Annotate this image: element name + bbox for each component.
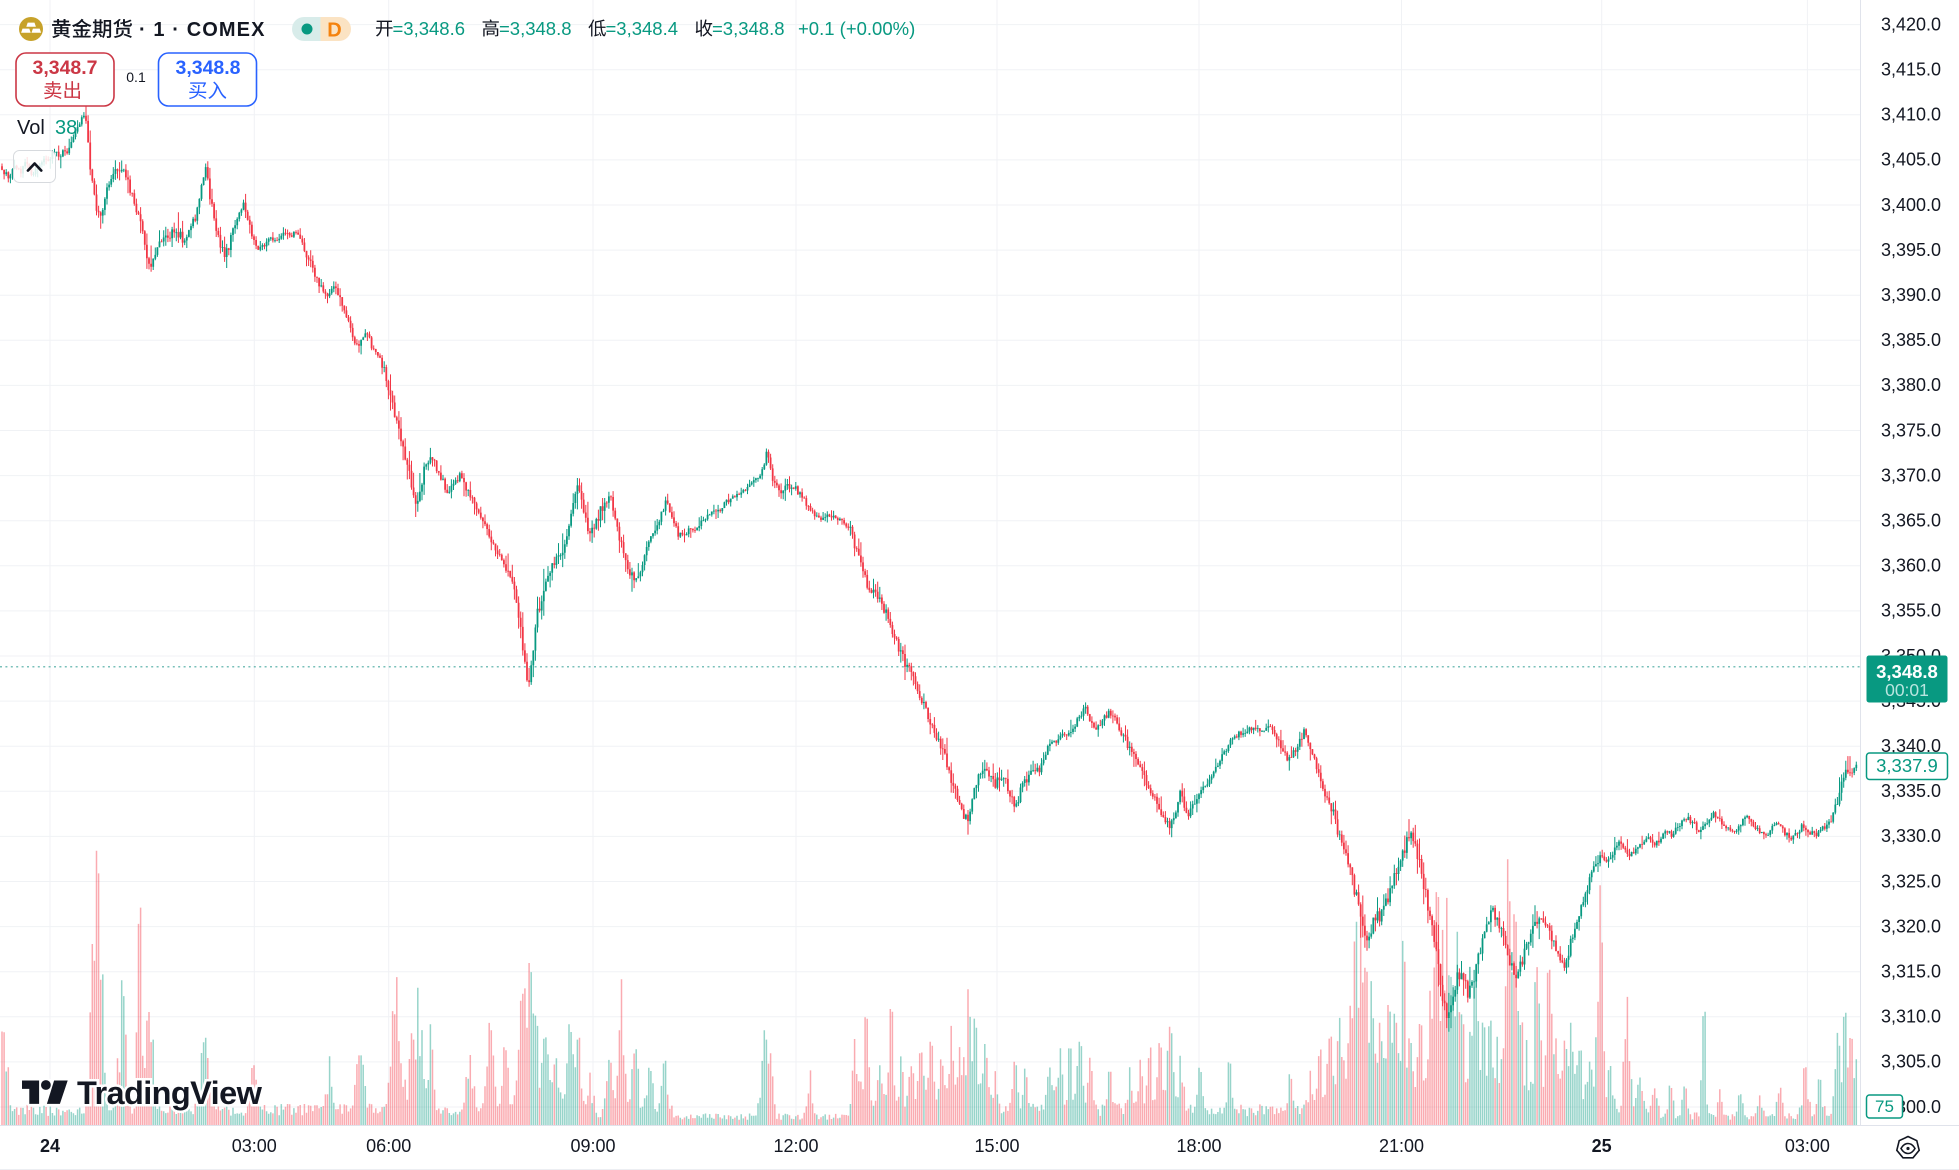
svg-text:· 1 · COMEX: · 1 · COMEX [139, 19, 266, 41]
svg-text:09:00: 09:00 [570, 1136, 615, 1156]
svg-text:3,360.0: 3,360.0 [1881, 556, 1941, 576]
svg-text:15:00: 15:00 [974, 1136, 1019, 1156]
svg-text:12:00: 12:00 [773, 1136, 818, 1156]
svg-text:25: 25 [1592, 1136, 1612, 1156]
svg-text:3,320.0: 3,320.0 [1881, 916, 1941, 936]
svg-text:3,330.0: 3,330.0 [1881, 826, 1941, 846]
svg-text:38: 38 [55, 117, 77, 139]
svg-text:3,348.8: 3,348.8 [175, 57, 240, 79]
svg-text:3,348.8: 3,348.8 [1876, 661, 1938, 682]
svg-text:3,305.0: 3,305.0 [1881, 1052, 1941, 1072]
svg-text:+0.1 (+0.00%): +0.1 (+0.00%) [798, 18, 915, 39]
svg-text:3,355.0: 3,355.0 [1881, 601, 1941, 621]
svg-text:21:00: 21:00 [1379, 1136, 1424, 1156]
svg-text:3,365.0: 3,365.0 [1881, 510, 1941, 530]
svg-text:3,380.0: 3,380.0 [1881, 375, 1941, 395]
svg-text:3,415.0: 3,415.0 [1881, 59, 1941, 79]
svg-text:3,405.0: 3,405.0 [1881, 150, 1941, 170]
svg-text:3,348.7: 3,348.7 [32, 57, 97, 79]
svg-text:3,337.9: 3,337.9 [1876, 755, 1938, 776]
svg-text:3,370.0: 3,370.0 [1881, 465, 1941, 485]
svg-text:00:01: 00:01 [1885, 680, 1929, 700]
svg-text:03:00: 03:00 [1785, 1136, 1830, 1156]
svg-text:3,375.0: 3,375.0 [1881, 420, 1941, 440]
svg-text:3,390.0: 3,390.0 [1881, 285, 1941, 305]
svg-text:3,325.0: 3,325.0 [1881, 871, 1941, 891]
svg-text:3,395.0: 3,395.0 [1881, 240, 1941, 260]
svg-text:75: 75 [1875, 1097, 1894, 1116]
svg-text:TradingView: TradingView [77, 1075, 263, 1111]
svg-text:3,400.0: 3,400.0 [1881, 195, 1941, 215]
svg-text:Vol: Vol [17, 117, 45, 139]
svg-text:3,340.0: 3,340.0 [1881, 736, 1941, 756]
svg-text:=3,348.6: =3,348.6 [393, 18, 466, 39]
svg-text:3,310.0: 3,310.0 [1881, 1007, 1941, 1027]
svg-text:TradingView: TradingView [77, 1075, 263, 1111]
svg-text:0.1: 0.1 [126, 69, 146, 85]
svg-text:=3,348.4: =3,348.4 [606, 18, 679, 39]
svg-text:3,385.0: 3,385.0 [1881, 330, 1941, 350]
svg-text:3,420.0: 3,420.0 [1881, 14, 1941, 34]
svg-text:=3,348.8: =3,348.8 [712, 18, 785, 39]
svg-text:06:00: 06:00 [366, 1136, 411, 1156]
svg-text:3,335.0: 3,335.0 [1881, 781, 1941, 801]
svg-text:3,315.0: 3,315.0 [1881, 961, 1941, 981]
svg-text:03:00: 03:00 [232, 1136, 277, 1156]
svg-text:18:00: 18:00 [1176, 1136, 1221, 1156]
svg-text:3,410.0: 3,410.0 [1881, 105, 1941, 125]
svg-text:24: 24 [40, 1136, 60, 1156]
svg-text:=3,348.8: =3,348.8 [499, 18, 572, 39]
svg-text:D: D [327, 20, 341, 42]
